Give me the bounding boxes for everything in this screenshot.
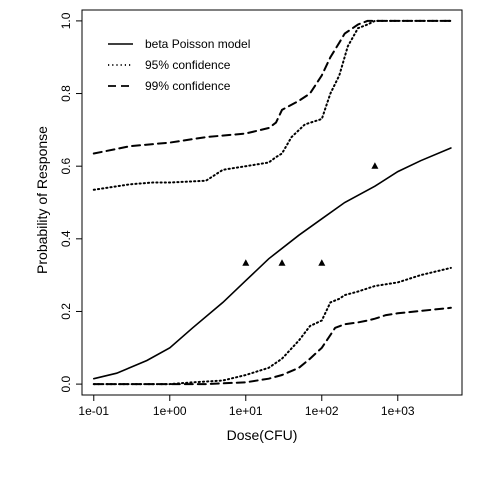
y-tick-label: 0.8	[59, 85, 73, 102]
series-line	[92, 266, 452, 386]
y-tick-label: 0.2	[59, 303, 73, 320]
data-point-triangle	[371, 162, 379, 169]
y-tick-label: 0.0	[59, 375, 73, 392]
y-tick-label: 0.6	[59, 158, 73, 175]
data-point-triangle	[278, 259, 286, 266]
x-tick-label: 1e+01	[229, 404, 263, 418]
series-line	[92, 19, 452, 155]
y-tick-label: 1.0	[59, 12, 73, 29]
series-layer	[92, 19, 452, 386]
x-tick-label: 1e+00	[153, 404, 187, 418]
legend-label: 99% confidence	[145, 79, 231, 93]
x-tick-label: 1e+02	[305, 404, 339, 418]
series-line	[92, 19, 452, 191]
legend-label: 95% confidence	[145, 58, 231, 72]
data-points	[242, 162, 379, 266]
x-axis-label: Dose(CFU)	[227, 427, 298, 443]
x-axis: 1e-01 1e+00 1e+01 1e+02 1e+03	[78, 394, 415, 418]
y-axis-label: Probability of Response	[34, 126, 50, 274]
legend-label: beta Poisson model	[145, 37, 250, 51]
data-point-triangle	[318, 259, 326, 266]
plot-frame	[81, 9, 463, 396]
y-tick-label: 0.4	[59, 230, 73, 247]
legend: beta Poisson model 95% confidence 99% conf…	[108, 37, 250, 93]
x-tick-label: 1e-01	[78, 404, 109, 418]
x-tick-label: 1e+03	[381, 404, 415, 418]
series-line	[93, 147, 452, 380]
series-line	[92, 306, 452, 386]
y-axis: 0.0 0.2 0.4 0.6 0.8 1.0	[59, 12, 83, 392]
data-point-triangle	[242, 259, 250, 266]
